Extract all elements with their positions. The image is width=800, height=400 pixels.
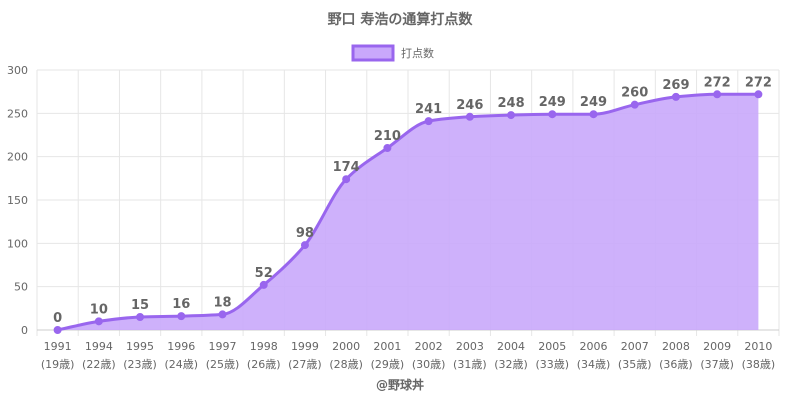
legend-swatch — [351, 44, 395, 62]
x-tick-sublabel: (29歳) — [371, 358, 405, 371]
data-point — [507, 111, 516, 120]
data-point — [259, 280, 268, 289]
data-point — [53, 326, 62, 334]
data-point — [136, 313, 145, 321]
x-tick-label: 1998 — [250, 340, 278, 353]
data-point — [548, 110, 557, 119]
x-tick-sublabel: (24歳) — [164, 358, 198, 371]
data-point — [383, 144, 392, 152]
data-point — [342, 175, 351, 184]
x-tick-sublabel: (37歳) — [700, 358, 734, 371]
data-label: 241 — [415, 102, 442, 117]
data-point — [424, 117, 433, 126]
chart-title: 野口 寿浩の通算打点数 — [328, 11, 474, 28]
data-label: 272 — [704, 75, 731, 90]
data-label: 18 — [213, 295, 231, 310]
x-tick-sublabel: (23歳) — [123, 358, 157, 371]
x-tick-sublabel: (28歳) — [329, 358, 363, 371]
series-area — [57, 94, 759, 331]
data-label: 98 — [296, 226, 314, 241]
data-point — [465, 112, 474, 121]
legend: 打点数 — [351, 44, 434, 62]
data-label: 210 — [374, 129, 401, 144]
x-tick-label: 1996 — [167, 340, 195, 353]
x-tick-sublabel: (22歳) — [82, 358, 116, 371]
x-tick-sublabel: (25歳) — [206, 358, 240, 371]
x-tick-sublabel: (34歳) — [577, 358, 611, 371]
x-tick-sublabel: (32歳) — [494, 358, 528, 371]
x-tick-sublabel: (31歳) — [453, 358, 487, 371]
x-tick-label: 2008 — [662, 340, 690, 353]
x-tick-label: 2005 — [538, 340, 566, 353]
x-tick-label: 2007 — [621, 340, 649, 353]
y-tick-label: 100 — [7, 237, 28, 250]
x-tick-sublabel: (33歳) — [535, 358, 569, 371]
data-point — [218, 310, 227, 319]
y-axis: 0 50 100 150 200 250 300 — [7, 64, 28, 337]
x-tick-label: 2006 — [580, 340, 608, 353]
data-label: 272 — [745, 75, 772, 90]
data-label: 269 — [662, 78, 689, 93]
data-label: 248 — [497, 96, 524, 111]
data-point — [177, 312, 186, 321]
data-point — [630, 100, 639, 109]
y-tick-label: 50 — [14, 281, 28, 294]
x-tick-sublabel: (27歳) — [288, 358, 322, 371]
x-tick-label: 2009 — [703, 340, 731, 353]
x-tick-label: 1994 — [85, 340, 113, 353]
data-label: 249 — [539, 95, 566, 110]
x-tick-label: 1999 — [291, 340, 319, 353]
y-tick-label: 250 — [7, 107, 28, 120]
x-tick-sublabel: (38歳) — [742, 358, 776, 371]
y-tick-label: 200 — [7, 151, 28, 164]
x-tick-label: 2010 — [744, 340, 772, 353]
x-tick-label: 2001 — [373, 340, 401, 353]
x-tick-sublabel: (26歳) — [247, 358, 281, 371]
data-label: 15 — [131, 298, 149, 313]
y-tick-label: 150 — [7, 194, 28, 207]
data-labels: 0 10 15 16 18 52 98 174 210 241 246 248 249 249 260 269… — [53, 75, 772, 326]
y-tick-label: 0 — [21, 324, 28, 337]
data-label: 0 — [53, 311, 62, 326]
x-tick-sublabel: (30歳) — [412, 358, 446, 371]
x-axis: 1991 (19歳) 1994 (22歳) 1995 (23歳) 1996 (24歳) 1997… — [41, 340, 775, 371]
data-label: 16 — [172, 297, 190, 312]
data-point — [300, 241, 309, 250]
data-label: 246 — [456, 98, 483, 113]
x-tick-label: 2004 — [497, 340, 525, 353]
data-point — [754, 90, 763, 99]
data-point — [94, 317, 103, 326]
data-label: 249 — [580, 95, 607, 110]
x-tick-label: 1991 — [44, 340, 72, 353]
credit-text: @野球丼 — [376, 377, 424, 392]
data-label: 10 — [90, 302, 108, 317]
legend-label: 打点数 — [401, 46, 434, 60]
x-tick-label: 1995 — [126, 340, 154, 353]
data-point — [713, 90, 722, 99]
x-tick-sublabel: (19歳) — [41, 358, 75, 371]
x-tick-label: 1997 — [209, 340, 237, 353]
x-tick-label: 2000 — [332, 340, 360, 353]
data-label: 260 — [621, 86, 648, 101]
x-tick-label: 2003 — [456, 340, 484, 353]
data-point — [589, 110, 598, 119]
x-tick-label: 2002 — [415, 340, 443, 353]
x-tick-sublabel: (35歳) — [618, 358, 652, 371]
x-tick-sublabel: (36歳) — [659, 358, 693, 371]
y-tick-label: 300 — [7, 64, 28, 77]
data-point — [671, 92, 680, 101]
data-points — [53, 90, 763, 334]
data-label: 174 — [333, 160, 360, 175]
data-label: 52 — [255, 266, 273, 281]
